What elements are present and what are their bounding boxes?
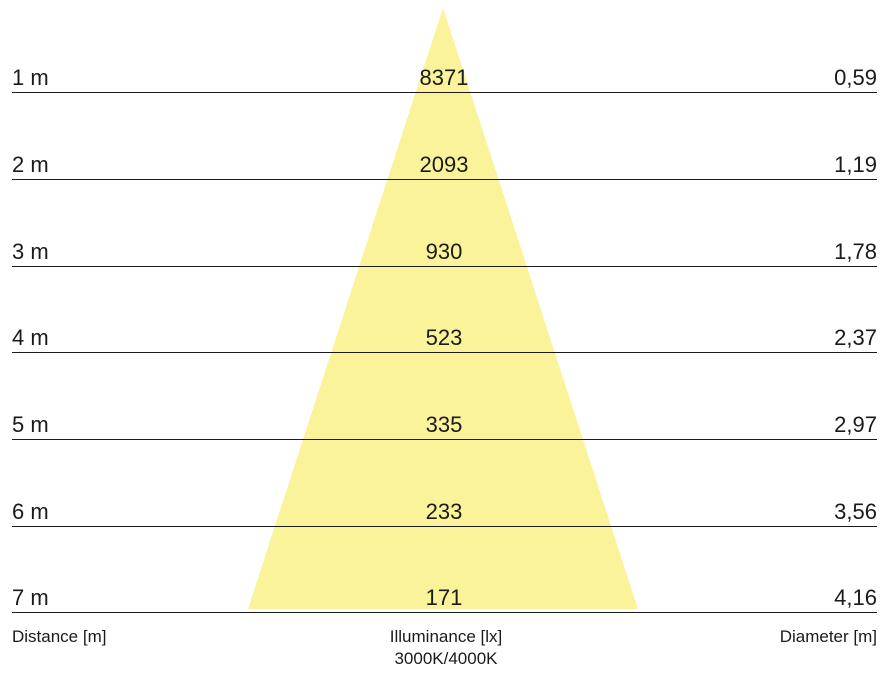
row-divider <box>12 526 877 527</box>
distance-row: 1 m 8371 0,59 <box>12 63 877 93</box>
row-divider <box>12 612 877 613</box>
diameter-value: 3,56 <box>834 499 877 524</box>
diameter-value: 2,97 <box>834 412 877 437</box>
illuminance-value: 523 <box>425 325 463 350</box>
distance-column-label: Distance [m] <box>12 627 107 646</box>
row-divider <box>12 266 877 267</box>
illuminance-value: 930 <box>425 239 463 264</box>
distance-row: 6 m 233 3,56 <box>12 497 877 527</box>
row-divider <box>12 439 877 440</box>
beam-triangle <box>248 8 638 609</box>
row-divider <box>12 179 877 180</box>
row-divider <box>12 352 877 353</box>
diameter-column-label: Diameter [m] <box>779 627 877 646</box>
illuminance-value: 2093 <box>419 152 469 177</box>
illuminance-value: 8371 <box>419 65 469 90</box>
illuminance-value: 171 <box>425 585 463 610</box>
distance-row: 5 m 335 2,97 <box>12 410 877 440</box>
distance-value: 7 m <box>12 585 49 610</box>
diameter-value: 4,16 <box>834 585 877 610</box>
illuminance-label: Illuminance [lx] <box>389 627 503 646</box>
distance-value: 6 m <box>12 499 49 524</box>
distance-row: 4 m 523 2,37 <box>12 323 877 353</box>
diameter-value: 1,78 <box>834 239 877 264</box>
diameter-value: 1,19 <box>834 152 877 177</box>
distance-value: 5 m <box>12 412 49 437</box>
distance-value: 1 m <box>12 65 49 90</box>
distance-value: 2 m <box>12 152 49 177</box>
illuminance-value: 233 <box>425 499 463 524</box>
distance-row: 2 m 2093 1,19 <box>12 150 877 180</box>
illuminance-value: 335 <box>425 412 463 437</box>
distance-row: 3 m 930 1,78 <box>12 237 877 267</box>
distance-value: 3 m <box>12 239 49 264</box>
distance-value: 4 m <box>12 325 49 350</box>
illuminance-column-label: Illuminance [lx] 3000K/4000K <box>390 626 502 670</box>
color-temperature-label: 3000K/4000K <box>394 649 498 668</box>
row-divider <box>12 92 877 93</box>
distance-row: 7 m 171 4,16 <box>12 583 877 613</box>
diameter-value: 2,37 <box>834 325 877 350</box>
diameter-value: 0,59 <box>834 65 877 90</box>
